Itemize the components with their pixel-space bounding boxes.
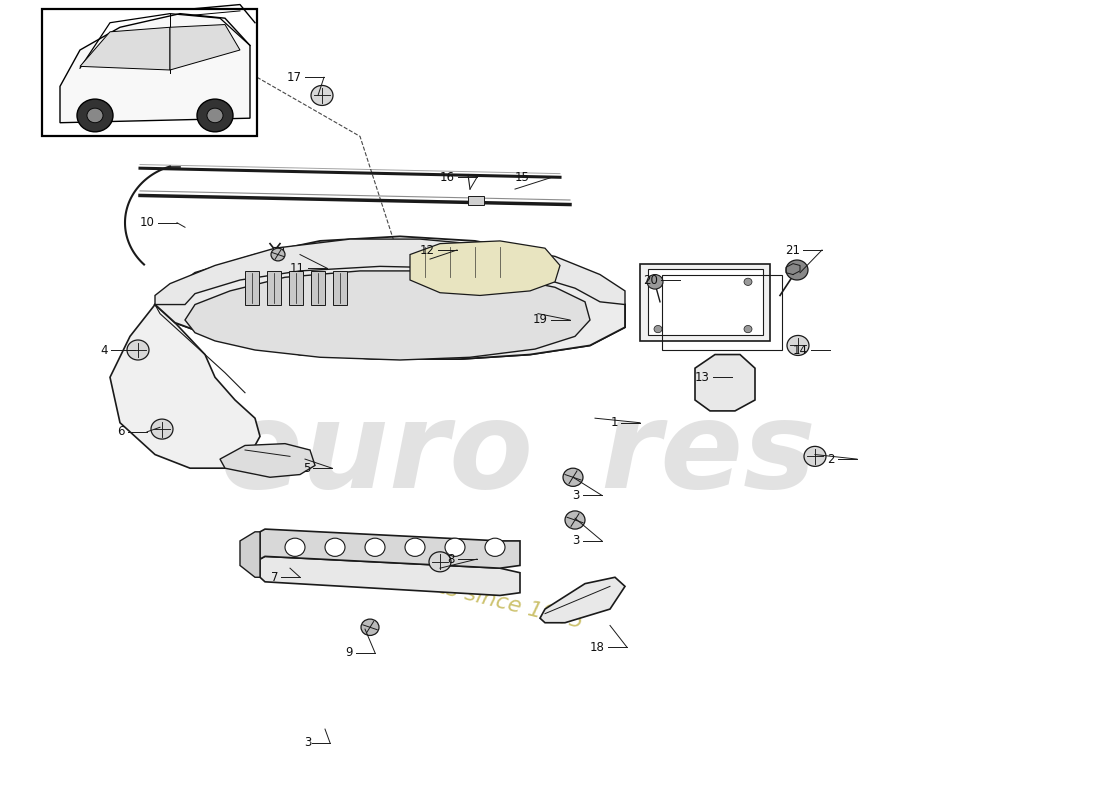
Polygon shape (410, 241, 560, 295)
Polygon shape (170, 25, 240, 70)
Bar (468, 196, 484, 206)
Circle shape (197, 99, 233, 132)
Polygon shape (333, 271, 346, 305)
Text: res: res (600, 396, 816, 513)
Polygon shape (110, 305, 260, 468)
Polygon shape (185, 271, 590, 360)
Text: 1: 1 (610, 416, 618, 430)
Circle shape (87, 108, 103, 122)
Circle shape (311, 86, 333, 106)
Polygon shape (245, 271, 258, 305)
Circle shape (365, 538, 385, 556)
Circle shape (429, 552, 451, 572)
Polygon shape (540, 578, 625, 622)
Polygon shape (289, 271, 302, 305)
Circle shape (565, 511, 585, 529)
Circle shape (744, 278, 752, 286)
Bar (662, 275, 782, 350)
Text: 15: 15 (515, 170, 530, 184)
Text: a passion for parts since 1985: a passion for parts since 1985 (254, 531, 585, 632)
Polygon shape (155, 246, 625, 359)
Text: 3: 3 (305, 736, 312, 750)
Circle shape (485, 538, 505, 556)
Circle shape (151, 419, 173, 439)
Text: 18: 18 (590, 641, 605, 654)
Text: 13: 13 (695, 370, 710, 384)
Bar (273, 247, 283, 254)
Circle shape (126, 340, 148, 360)
Text: 4: 4 (100, 343, 108, 357)
Circle shape (744, 326, 752, 333)
Text: 11: 11 (290, 262, 305, 274)
Text: 20: 20 (644, 274, 658, 286)
Bar (42, 9, 257, 136)
Circle shape (324, 538, 345, 556)
Bar (640, 264, 770, 341)
Circle shape (654, 326, 662, 333)
Circle shape (271, 248, 285, 261)
Circle shape (804, 446, 826, 466)
Circle shape (446, 538, 465, 556)
Polygon shape (155, 236, 625, 359)
Polygon shape (260, 556, 520, 595)
Circle shape (654, 278, 662, 286)
Polygon shape (267, 271, 280, 305)
Circle shape (285, 538, 305, 556)
Text: 3: 3 (573, 489, 580, 502)
Text: 6: 6 (118, 426, 125, 438)
Text: euro: euro (220, 396, 535, 513)
Circle shape (786, 335, 808, 355)
Circle shape (405, 538, 425, 556)
Polygon shape (695, 354, 755, 411)
Polygon shape (260, 529, 520, 568)
Text: 16: 16 (440, 170, 455, 184)
Circle shape (786, 260, 808, 280)
Text: 8: 8 (448, 553, 455, 566)
Bar (648, 269, 763, 334)
Text: 14: 14 (793, 343, 808, 357)
Text: 2: 2 (827, 453, 835, 466)
Text: 21: 21 (785, 243, 800, 257)
Text: 7: 7 (271, 570, 278, 584)
Circle shape (563, 468, 583, 486)
Text: 3: 3 (573, 534, 580, 547)
Polygon shape (240, 532, 260, 578)
Circle shape (647, 274, 663, 289)
Text: 9: 9 (345, 646, 353, 659)
Polygon shape (311, 271, 324, 305)
Text: 12: 12 (420, 243, 434, 257)
Polygon shape (60, 14, 250, 122)
Circle shape (207, 108, 223, 122)
Polygon shape (220, 444, 315, 478)
Text: 5: 5 (302, 462, 310, 474)
Circle shape (77, 99, 113, 132)
Polygon shape (80, 27, 170, 70)
Circle shape (361, 619, 379, 635)
Text: 19: 19 (534, 314, 548, 326)
Text: 17: 17 (287, 70, 303, 84)
Polygon shape (155, 239, 625, 305)
Text: 10: 10 (140, 216, 155, 230)
